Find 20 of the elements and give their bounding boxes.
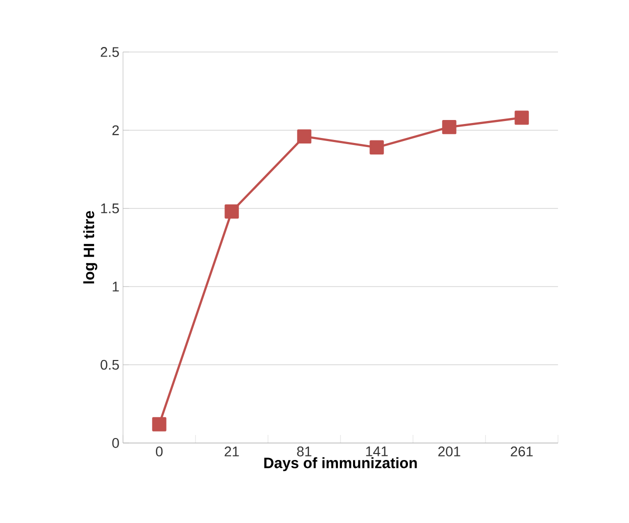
y-tick-label: 0 — [112, 438, 119, 448]
point — [442, 120, 456, 134]
y-tick-label: 0.5 — [100, 360, 119, 370]
y-tick-label: 2 — [112, 125, 119, 136]
point — [297, 129, 312, 144]
y-tick-label: 1.5 — [101, 204, 119, 214]
x-axis-title: Days of immunization — [264, 457, 417, 472]
y-tick-label: 2.5 — [100, 47, 119, 57]
x-tick-label: 81 — [297, 446, 312, 456]
point — [370, 140, 384, 154]
x-tick-label: 261 — [510, 446, 533, 456]
point — [514, 110, 529, 125]
point — [152, 417, 166, 432]
point — [224, 204, 239, 219]
x-tick-label: 0 — [156, 446, 163, 456]
x-tick-label: 201 — [438, 446, 460, 456]
y-tick-label: 1 — [112, 282, 119, 292]
y-axis-title: log HI titre — [83, 211, 98, 284]
x-tick-label: 141 — [366, 446, 388, 456]
x-tick-label: 21 — [224, 446, 239, 456]
